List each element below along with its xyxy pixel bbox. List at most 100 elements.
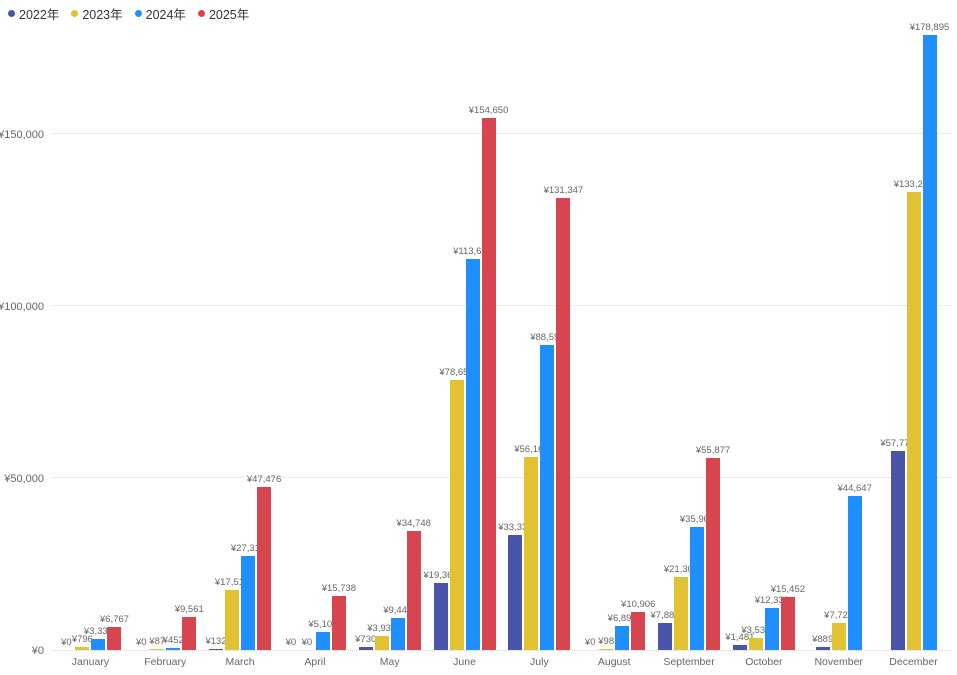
data-label: ¥133,232 xyxy=(893,179,934,190)
month-group-february: ¥0 ¥87 ¥452 ¥9,561 xyxy=(128,31,204,650)
data-label: ¥88,592 xyxy=(530,332,565,343)
data-label: ¥9,561 xyxy=(174,604,204,615)
bar-october-2022[interactable]: ¥1,481 xyxy=(725,632,754,650)
bar-april-2024[interactable]: ¥5,100 xyxy=(308,619,337,650)
data-label: ¥12,330 xyxy=(754,595,790,606)
legend-bullet-icon xyxy=(134,10,142,17)
x-axis-label-october: October xyxy=(745,656,783,668)
bar-october-2025[interactable]: ¥15,452 xyxy=(771,584,805,650)
bar-june-2024[interactable]: ¥113,621 xyxy=(453,246,492,650)
legend-label: 2023年 xyxy=(82,8,123,22)
x-axis: January February March April May June July Augu… xyxy=(53,650,951,668)
bar-december-2022[interactable]: ¥57,774 xyxy=(880,438,915,650)
gridline xyxy=(53,305,951,307)
data-label: ¥87 xyxy=(149,636,166,647)
bar-january-2024[interactable]: ¥3,333 xyxy=(84,626,113,650)
bar-november-2022[interactable]: ¥889 xyxy=(812,634,833,650)
data-label: ¥730 xyxy=(355,634,377,645)
month-group-july: ¥33,336 ¥56,161 ¥88,592 ¥131,347 xyxy=(498,31,583,650)
month-group-october: ¥1,481 ¥3,533 ¥12,330 ¥15,452 xyxy=(725,31,805,650)
bar-january-2023[interactable]: ¥796 xyxy=(72,634,93,650)
x-axis-label-june: June xyxy=(453,656,476,668)
data-label: ¥56,161 xyxy=(514,444,549,455)
x-axis-label-july: July xyxy=(530,656,549,668)
bar-august-2023[interactable]: ¥98 xyxy=(598,636,614,650)
data-label: ¥6,767 xyxy=(99,614,129,625)
bars-container: ¥0 ¥796 ¥3,333 ¥6,767 ¥0 ¥87 ¥452 ¥9,561 ¥132 ¥17… xyxy=(53,22,951,650)
bar-november-2023[interactable]: ¥7,722 xyxy=(824,610,853,650)
bar-may-2023[interactable]: ¥3,939 xyxy=(367,623,396,650)
month-group-august: ¥0 ¥98 ¥6,890 ¥10,906 xyxy=(577,31,655,650)
data-label: ¥3,533 xyxy=(741,625,771,636)
bar-september-2025[interactable]: ¥55,877 xyxy=(696,445,730,650)
bar-august-2025[interactable]: ¥10,906 xyxy=(621,599,655,650)
data-label: ¥15,738 xyxy=(321,583,357,594)
data-label: ¥98 xyxy=(598,636,615,647)
bar-december-2023[interactable]: ¥133,232 xyxy=(894,179,933,650)
legend-label: 2022年 xyxy=(19,8,60,22)
bar-june-2023[interactable]: ¥78,657 xyxy=(439,367,474,650)
data-label: ¥7,722 xyxy=(824,610,854,621)
bar-march-2025[interactable]: ¥47,476 xyxy=(247,474,281,650)
y-axis-tick: ¥100,000 xyxy=(0,301,44,314)
bar-january-2025[interactable]: ¥6,767 xyxy=(100,614,129,650)
bar-february-2025[interactable]: ¥9,561 xyxy=(175,604,204,650)
bar-may-2025[interactable]: ¥34,748 xyxy=(397,518,431,650)
data-label: ¥9,448 xyxy=(383,605,413,616)
legend-item-2024[interactable]: 2024年 xyxy=(134,4,186,23)
data-label: ¥0 xyxy=(584,637,596,648)
bar-march-2023[interactable]: ¥17,518 xyxy=(215,577,249,650)
data-label: ¥3,939 xyxy=(367,623,397,634)
bar-september-2024[interactable]: ¥35,908 xyxy=(680,514,714,650)
data-label: ¥131,347 xyxy=(543,185,584,196)
bar-july-2024[interactable]: ¥88,592 xyxy=(530,332,565,650)
data-label: ¥10,906 xyxy=(621,599,656,610)
data-label: ¥452 xyxy=(162,635,184,646)
bar-june-2025[interactable]: ¥154,650 xyxy=(469,105,508,650)
month-group-june: ¥19,369 ¥78,657 ¥113,621 ¥154,650 xyxy=(423,31,508,650)
data-label: ¥57,774 xyxy=(880,438,915,449)
x-axis-label-september: September xyxy=(663,656,715,668)
data-label: ¥44,647 xyxy=(837,483,872,494)
bar-october-2024[interactable]: ¥12,330 xyxy=(755,595,789,650)
bar-september-2023[interactable]: ¥21,305 xyxy=(664,564,698,650)
bar-june-2022[interactable]: ¥19,369 xyxy=(423,570,458,650)
data-label: ¥0 xyxy=(301,637,313,648)
bar-may-2024[interactable]: ¥9,448 xyxy=(383,605,412,650)
bar-july-2025[interactable]: ¥131,347 xyxy=(544,185,583,650)
data-label: ¥78,657 xyxy=(439,367,474,378)
data-label: ¥33,336 xyxy=(498,522,533,533)
data-label: ¥35,908 xyxy=(679,514,715,525)
month-group-april: ¥0 ¥0 ¥5,100 ¥15,738 xyxy=(277,31,356,650)
bar-march-2024[interactable]: ¥27,319 xyxy=(231,543,265,650)
data-label: ¥7,886 xyxy=(650,610,680,621)
data-label: ¥6,890 xyxy=(607,613,637,624)
data-label: ¥5,100 xyxy=(308,619,338,630)
data-label: ¥27,319 xyxy=(230,543,266,554)
bar-november-2024[interactable]: ¥44,647 xyxy=(838,483,872,650)
gridline xyxy=(53,133,951,135)
bar-july-2022[interactable]: ¥33,336 xyxy=(498,522,533,650)
data-label: ¥113,621 xyxy=(453,246,493,257)
bar-february-2024[interactable]: ¥452 xyxy=(163,635,184,650)
legend-bullet-icon xyxy=(8,10,15,17)
bar-october-2023[interactable]: ¥3,533 xyxy=(741,625,770,650)
data-label: ¥178,895 xyxy=(909,22,950,33)
bar-september-2022[interactable]: ¥7,886 xyxy=(651,610,680,650)
x-axis-label-february: February xyxy=(144,656,187,668)
bar-may-2022[interactable]: ¥730 xyxy=(355,634,376,650)
legend-item-2025[interactable]: 2025年 xyxy=(197,4,249,23)
bar-december-2024[interactable]: ¥178,895 xyxy=(910,22,949,650)
bar-july-2023[interactable]: ¥56,161 xyxy=(514,444,549,650)
bar-february-2023[interactable]: ¥87 xyxy=(149,636,165,650)
bar-april-2025[interactable]: ¥15,738 xyxy=(322,583,356,650)
bar-march-2022[interactable]: ¥132 xyxy=(205,636,227,650)
data-label: ¥1,481 xyxy=(725,632,755,643)
month-group-september: ¥7,886 ¥21,305 ¥35,908 ¥55,877 xyxy=(651,31,730,650)
legend-item-2022[interactable]: 2022年 xyxy=(8,4,59,23)
bar-august-2024[interactable]: ¥6,890 xyxy=(608,613,637,650)
data-label: ¥132 xyxy=(205,636,227,647)
x-axis-label-may: May xyxy=(379,656,400,668)
legend-bullet-icon xyxy=(197,10,205,17)
legend-item-2023[interactable]: 2023年 xyxy=(71,4,123,23)
